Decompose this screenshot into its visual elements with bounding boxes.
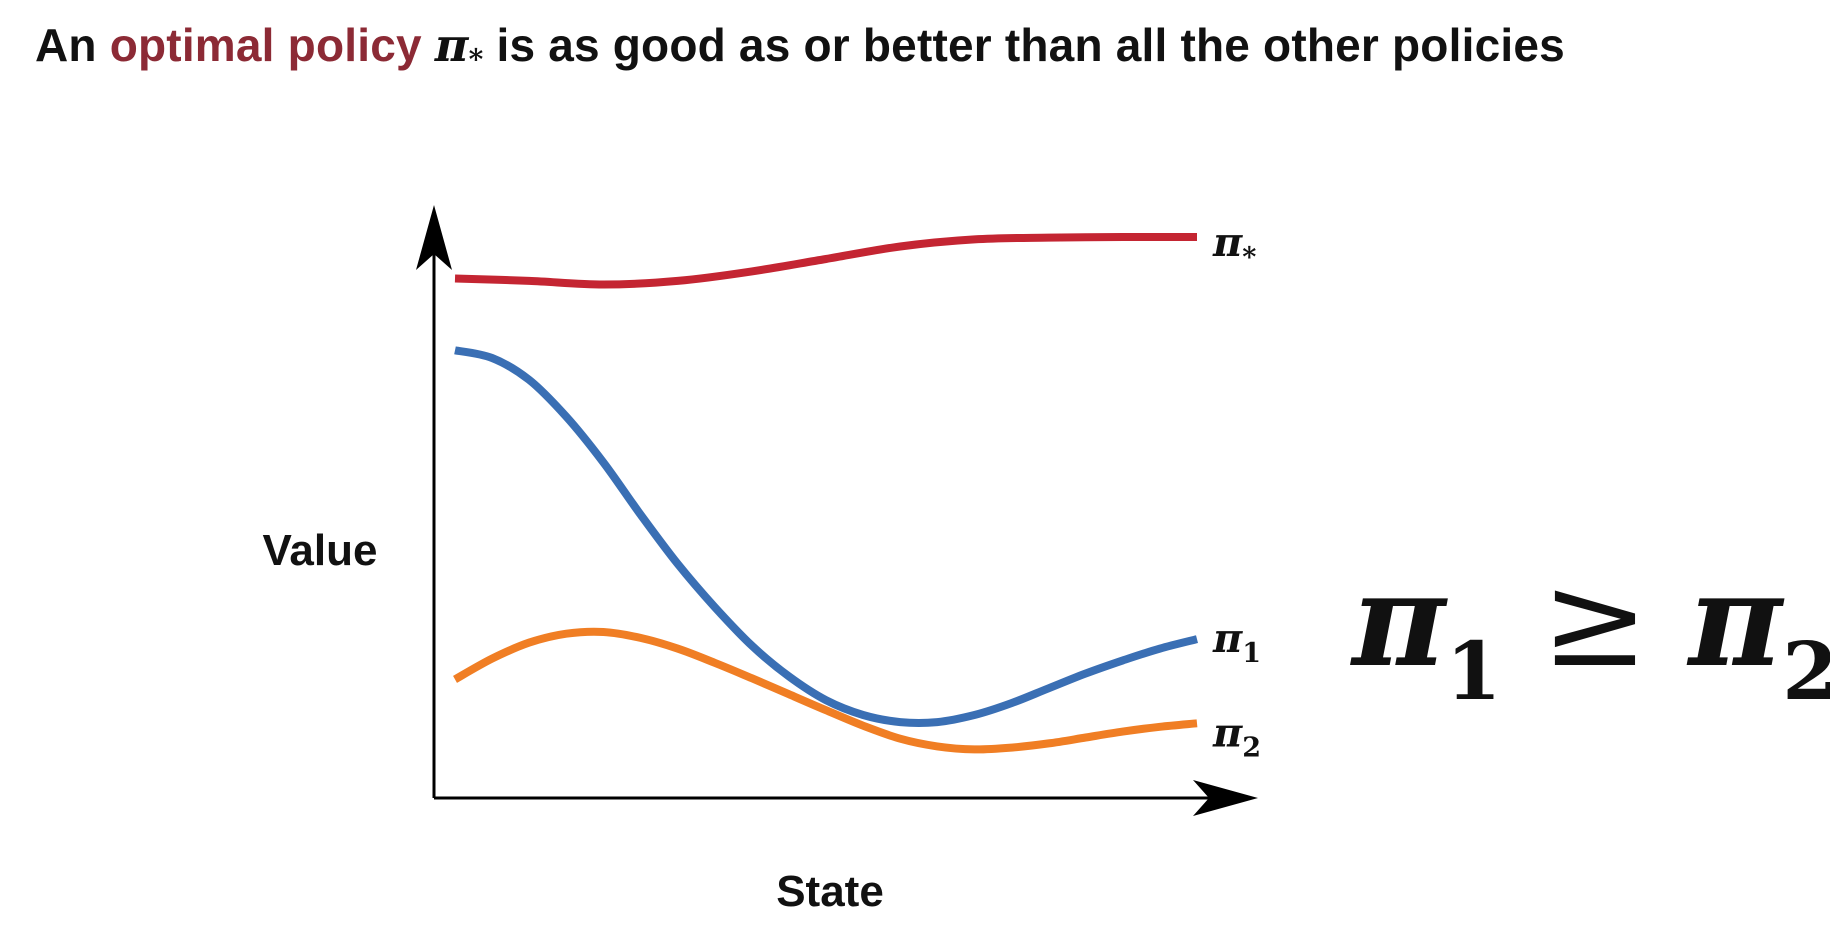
relation-operator: ≥ xyxy=(1541,547,1649,696)
policy-relation: π1 ≥ π2 xyxy=(1352,546,1830,718)
series-label-subscript: 2 xyxy=(1242,732,1261,763)
slide-title: An optimal policy π* is as good as or be… xyxy=(35,18,1565,76)
title-pi-symbol: π* xyxy=(434,18,484,76)
series-line-pi2 xyxy=(453,627,1198,754)
series-label-pi2: π2 xyxy=(1212,709,1261,763)
series-label-pi1: π1 xyxy=(1212,615,1261,669)
relation-right-pi: π2 xyxy=(1688,546,1830,718)
series-label-subscript: * xyxy=(1242,242,1256,273)
title-rest: is as good as or better than all the oth… xyxy=(496,19,1565,71)
x-axis-title: State xyxy=(776,867,884,916)
title-pi-subscript: * xyxy=(468,43,484,76)
title-accent: optimal policy xyxy=(109,19,422,71)
chart-axes xyxy=(416,205,1258,816)
y-axis-arrow xyxy=(416,205,452,270)
x-axis-arrow xyxy=(1193,780,1258,816)
series-label-symbol: π xyxy=(1212,219,1243,266)
series-label-symbol: π xyxy=(1212,615,1243,662)
series-line-pi1 xyxy=(454,346,1198,727)
relation-left-pi: π1 xyxy=(1352,546,1501,718)
relation-right-subscript: 2 xyxy=(1782,624,1830,718)
relation-left-subscript: 1 xyxy=(1445,624,1502,718)
relation-right-glyph: π xyxy=(1688,546,1783,696)
series-label-symbol: π xyxy=(1212,709,1243,756)
series-layer xyxy=(453,232,1198,754)
series-label-optimal: π* xyxy=(1212,219,1256,273)
series-line-optimal xyxy=(454,232,1198,289)
y-axis-title: Value xyxy=(263,526,378,575)
title-lead: An xyxy=(35,19,97,71)
title-pi-glyph: π xyxy=(434,18,469,72)
relation-left-glyph: π xyxy=(1352,546,1446,696)
series-label-subscript: 1 xyxy=(1242,638,1261,669)
